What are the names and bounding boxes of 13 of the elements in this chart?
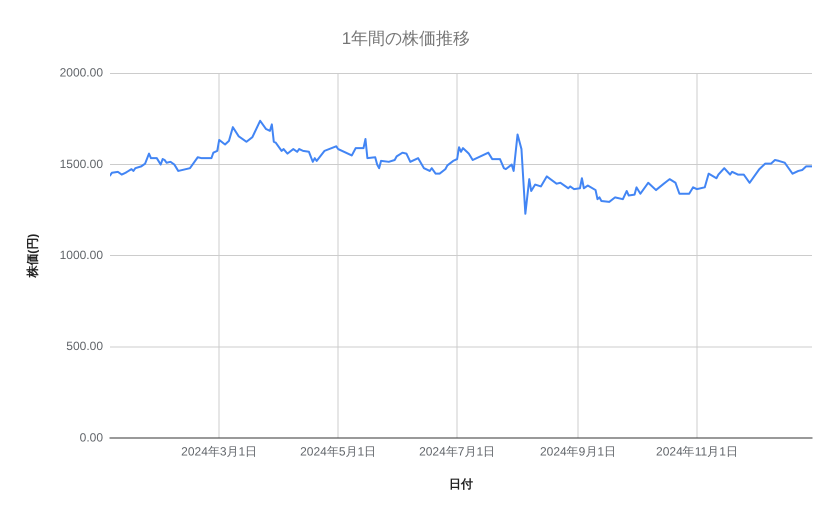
y-tick-label: 0.00 bbox=[80, 430, 104, 444]
chart-title: 1年間の株価推移 bbox=[342, 28, 470, 48]
y-tick-label: 2000.00 bbox=[60, 66, 104, 80]
x-axis-title: 日付 bbox=[449, 477, 473, 492]
y-tick-label: 1000.00 bbox=[60, 248, 104, 262]
x-tick-label: 2024年9月1日 bbox=[540, 444, 616, 459]
x-tick-label: 2024年7月1日 bbox=[419, 444, 496, 459]
x-tick-label: 2024年11月1日 bbox=[656, 444, 738, 459]
y-tick-label: 1500.00 bbox=[60, 156, 104, 171]
y-axis-title: 株価(円) bbox=[26, 234, 40, 279]
y-tick-label: 500.00 bbox=[66, 339, 104, 354]
x-tick-label: 2024年5月1日 bbox=[300, 444, 376, 459]
x-tick-label: 2024年3月1日 bbox=[181, 444, 258, 459]
